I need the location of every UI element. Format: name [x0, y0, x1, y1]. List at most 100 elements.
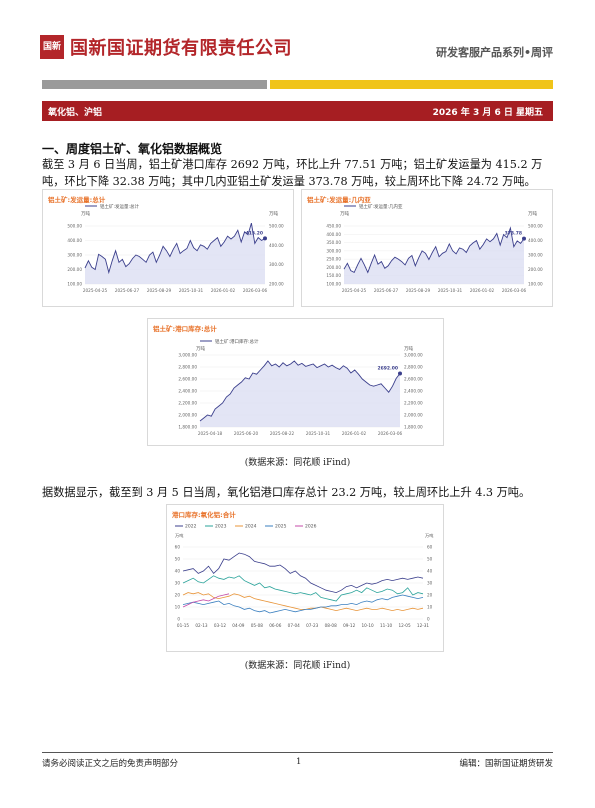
x-tick-label: 07-23: [306, 623, 319, 628]
y-tick-label: 30: [175, 581, 181, 586]
series-line: [199, 360, 401, 422]
series-line-2022: [182, 552, 424, 594]
series-line: [84, 222, 266, 275]
chart-bauxite-port-inventory: 铝土矿:港口库存:总计 铝土矿:港口库存:总计 万吨 万吨 1,800.00 2,000…: [147, 318, 444, 446]
paragraph-bauxite: 截至 3 月 6 日当周，铝土矿港口库存 2692 万吨，环比上升 77.51 …: [42, 158, 543, 188]
x-tick-label: 11-10: [380, 623, 393, 628]
x-tick-label: 09-12: [343, 623, 356, 628]
x-tick-label: 2026-01-02: [470, 288, 495, 293]
footer-editor: 编辑：国新国证期货研发: [459, 759, 553, 769]
chart-title: 铝土矿:港口库存:总计: [153, 325, 217, 333]
last-value-label: 373.78: [505, 231, 522, 237]
y-tick-label: 2,600.00: [178, 377, 197, 382]
y-tick-label: 2,800.00: [178, 365, 197, 370]
y-tick-label: 50: [175, 557, 181, 562]
y2-tick-label: 200.00: [528, 267, 543, 272]
x-tick-label: 2025-06-27: [374, 288, 399, 293]
x-tick-label: 2025-10-31: [179, 288, 204, 293]
x-tick-label: 04-09: [232, 623, 245, 628]
legend-label: 2022: [185, 524, 197, 530]
y2-tick-label: 2,600.00: [404, 377, 423, 382]
y-tick-label: 400.00: [326, 232, 341, 237]
y-tick-label: 10: [175, 605, 181, 610]
y2-tick-label: 100.00: [528, 282, 543, 287]
chart-bauxite-shipment-total: 铝土矿:发运量:总计 铝土矿:发运量:总计 万吨 万吨 100.00 200.00 300…: [42, 189, 294, 307]
legend-label: 2025: [275, 524, 287, 530]
y-tick-label: 500.00: [67, 224, 82, 229]
header-band-yellow: [270, 80, 553, 89]
last-point-marker: [263, 236, 267, 241]
x-tick-label: 03-12: [214, 623, 227, 628]
unit-label-left: 万吨: [81, 210, 90, 217]
unit-label-right: 万吨: [425, 532, 434, 539]
y-tick-label: 300.00: [326, 248, 341, 253]
series-line-2023: [182, 575, 424, 602]
legend-label: 2024: [245, 524, 257, 530]
product-label: 氧化铝、沪铝: [48, 107, 103, 118]
y2-tick-label: 500.00: [269, 224, 284, 229]
y-tick-label: 150.00: [326, 273, 341, 278]
report-series: 研发客服产品系列•周评: [435, 46, 553, 59]
y-tick-label: 100.00: [67, 282, 82, 287]
chart-svg: 2022 2023 2024 2025 2026 万吨 万吨 0 10 20 30 40 50 60 0 10…: [175, 524, 435, 629]
paragraph-alumina: 据数据显示，截至到 3 月 5 日当周，氧化铝港口库存总计 23.2 万吨，较上…: [42, 486, 531, 499]
y-tick-label: 40: [175, 569, 181, 574]
last-value-label: 2692.00: [378, 365, 399, 371]
y2-tick-label: 30: [427, 581, 433, 586]
chart-title: 铝土矿:发运量:几内亚: [307, 196, 371, 204]
y2-tick-label: 60: [427, 545, 433, 550]
x-tick-label: 2025-04-25: [342, 288, 367, 293]
series-area: [344, 228, 524, 284]
header-band-grey: [42, 80, 267, 89]
y-tick-label: 400.00: [67, 238, 82, 243]
series-line-2025: [182, 594, 424, 614]
x-tick-label: 2025-08-29: [147, 288, 172, 293]
y2-tick-label: 2,800.00: [404, 365, 423, 370]
x-tick-label: 05-08: [251, 623, 264, 628]
x-tick-label: 2025-08-22: [270, 431, 295, 436]
legend-label: 铝土矿:发运量:总计: [100, 203, 140, 210]
x-tick-label: 2025-06-20: [234, 431, 259, 436]
y2-tick-label: 400.00: [528, 238, 543, 243]
y-tick-label: 2,000.00: [178, 413, 197, 418]
unit-label-left: 万吨: [175, 532, 184, 539]
x-tick-label: 07-04: [288, 623, 301, 628]
y2-tick-label: 300.00: [269, 262, 284, 267]
x-tick-label: 01-15: [177, 623, 190, 628]
unit-label-right: 万吨: [404, 345, 413, 352]
y2-tick-label: 40: [427, 569, 433, 574]
y-tick-label: 250.00: [326, 257, 341, 262]
x-tick-label: 2025-08-29: [406, 288, 431, 293]
legend-label: 铝土矿:发运量:几内亚: [359, 203, 403, 210]
x-tick-label: 2026-03-06: [378, 431, 403, 436]
y-tick-label: 2,200.00: [178, 401, 197, 406]
y2-tick-label: 2,000.00: [404, 413, 423, 418]
title-bar: 氧化铝、沪铝 2026 年 3 月 6 日 星期五: [42, 101, 553, 121]
section-title: 一、周度铝土矿、氧化铝数据概览: [42, 142, 223, 156]
legend-label: 2023: [215, 524, 227, 530]
x-tick-label: 08-08: [325, 623, 338, 628]
y-tick-label: 3,000.00: [178, 353, 197, 358]
x-tick-label: 2026-03-06: [243, 288, 268, 293]
report-date: 2026 年 3 月 6 日 星期五: [432, 107, 543, 118]
y-tick-label: 1,800.00: [178, 425, 197, 430]
chart-alumina-port-inventory: 港口库存:氧化铝:合计 2022 2023 2024 2025 2026 万吨 万吨 0 10 2…: [166, 504, 444, 652]
y2-tick-label: 2,200.00: [404, 401, 423, 406]
y-tick-label: 60: [175, 545, 181, 550]
series-line-2026: [182, 593, 230, 608]
x-tick-label: 2025-10-31: [306, 431, 331, 436]
last-point-marker: [522, 236, 526, 241]
data-source-1: (数据来源：同花顺 iFind): [244, 458, 351, 468]
x-tick-label: 12-05: [398, 623, 411, 628]
y-tick-label: 450.00: [326, 224, 341, 229]
chart-title: 铝土矿:发运量:总计: [48, 196, 106, 204]
company-name: 国新国证期货有限责任公司: [70, 38, 292, 59]
x-tick-label: 2025-06-27: [115, 288, 140, 293]
last-point-marker: [398, 371, 402, 376]
y-tick-label: 100.00: [326, 282, 341, 287]
y-tick-label: 2,400.00: [178, 389, 197, 394]
y2-tick-label: 20: [427, 593, 433, 598]
